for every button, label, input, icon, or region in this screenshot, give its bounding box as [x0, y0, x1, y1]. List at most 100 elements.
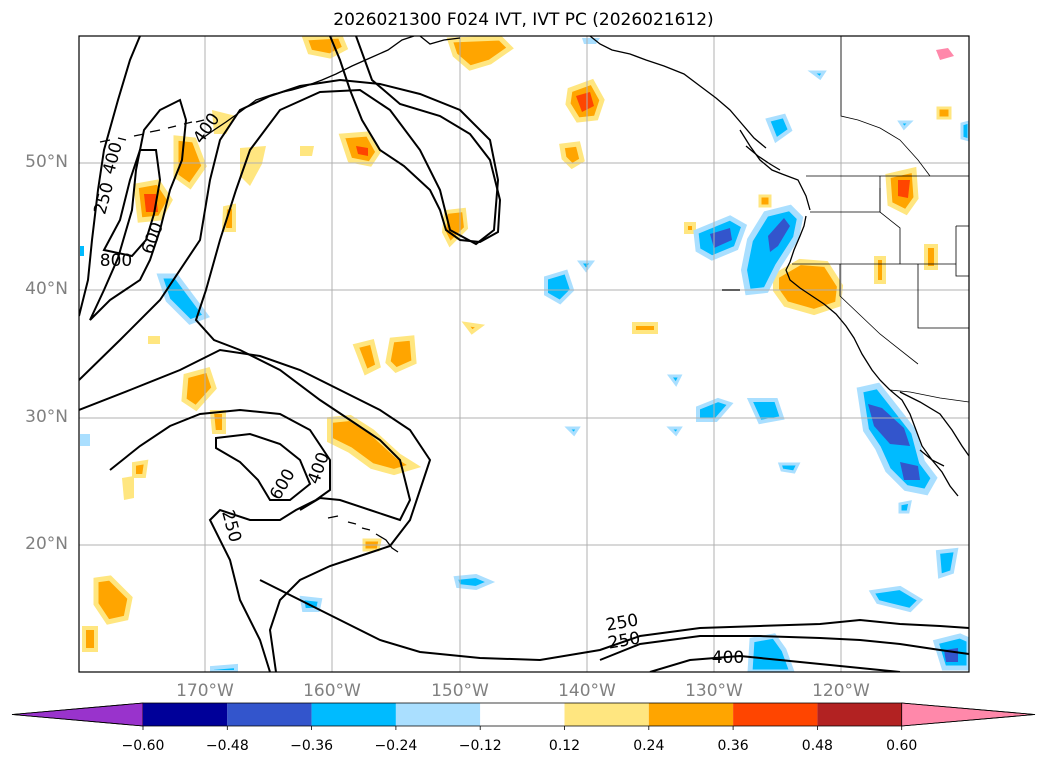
- patch-neg-10: [868, 585, 924, 613]
- patch-pos-19: [93, 575, 133, 625]
- patch-pos-4-core: [356, 146, 368, 156]
- colorbar-segment: [480, 703, 565, 726]
- colorbar-extend-low: [11, 702, 144, 727]
- graticule: [79, 36, 969, 672]
- bc-coast: [739, 129, 811, 211]
- nv-border: [839, 264, 919, 365]
- patch-neg-8: [765, 113, 793, 144]
- patch-neg-23: [960, 120, 969, 142]
- lon-label-140w: 140°W: [558, 681, 616, 701]
- colorbar-tick-label: 0.48: [801, 738, 833, 754]
- patch-neg-17: [667, 374, 683, 387]
- patch-neg-5-core: [868, 404, 910, 446]
- colorbar-extend-high: [901, 702, 1036, 727]
- patch-neg-19: [666, 426, 683, 437]
- patch-neg-2-core: [710, 228, 732, 248]
- patch-neg-13: [453, 573, 496, 591]
- lon-label-150w: 150°W: [431, 681, 489, 701]
- west-coast-usa: [785, 215, 891, 391]
- contour-label: 400: [712, 648, 744, 668]
- patch-pos-18: [122, 476, 134, 500]
- patch-neg-24: [80, 434, 90, 446]
- wy-co-border: [955, 225, 969, 277]
- mexico-mainland-coast: [899, 391, 969, 457]
- patch-pos-22: [632, 322, 658, 334]
- colorbar-tick-label: 0.12: [548, 738, 581, 754]
- patch-neg-27: [898, 500, 912, 514]
- colorbar-segment: [143, 703, 228, 726]
- patch-pos-33: [148, 336, 160, 344]
- patch-neg-22: [897, 120, 914, 131]
- colorbar-segment: [395, 703, 481, 726]
- contour-250-lower: [259, 579, 969, 662]
- colorbar-segment: [311, 703, 396, 726]
- colorbar-tick-label: −0.24: [374, 738, 418, 754]
- colorbar-segment: [733, 703, 818, 726]
- patch-pos-27: [684, 222, 696, 234]
- patch-pos-25: [874, 256, 886, 284]
- political-borders: [792, 36, 969, 403]
- lat-label-40n: 40°N: [25, 279, 68, 299]
- colorbar-segment: [564, 703, 649, 726]
- lat-label-30n: 30°N: [25, 407, 68, 427]
- patch-pos-20: [82, 626, 98, 652]
- vancouver-island: [745, 145, 781, 171]
- patch-pos-30: [936, 48, 954, 60]
- contour-250-north: [79, 36, 141, 317]
- baja-california: [889, 389, 959, 497]
- ivt-contours: [79, 36, 969, 672]
- patch-pos-21: [461, 321, 486, 335]
- us-mexico-border: [889, 389, 969, 403]
- colorbar-tick-label: 0.36: [717, 738, 749, 754]
- patch-pos-28: [758, 194, 772, 208]
- patch-neg-21: [807, 70, 827, 81]
- colorbar-segment: [227, 703, 312, 726]
- contour-600-west: [102, 149, 162, 258]
- colorbar: [11, 702, 1036, 730]
- colorbar-segment: [648, 703, 734, 726]
- patch-neg-15: [210, 663, 238, 672]
- idaho-border: [879, 176, 901, 264]
- contour-250-lower-2: [599, 635, 969, 661]
- patch-neg-9: [935, 547, 959, 579]
- hawaiian-islands: [327, 515, 399, 553]
- patch-neg-5-core2: [900, 462, 920, 480]
- colorbar-tick-label: 0.60: [886, 738, 918, 754]
- lon-label-170w: 170°W: [176, 681, 234, 701]
- patch-neg-1: [156, 273, 211, 325]
- gulf-of-california-west: [919, 449, 945, 467]
- patch-pos-7: [240, 146, 266, 186]
- patch-pos-26: [924, 244, 938, 270]
- map-plot-area: 250 400 600 800 400 600 400 250 250 250 …: [79, 36, 969, 672]
- ut-az-border: [917, 264, 969, 329]
- patch-pos-23: [773, 258, 844, 316]
- patch-pos-2: [446, 36, 514, 71]
- lon-label-120w: 120°W: [812, 681, 870, 701]
- contour-250-south: [79, 348, 432, 672]
- colorbar-tick-label: −0.60: [121, 738, 165, 754]
- colorbar-segment: [817, 703, 902, 726]
- lat-label-20n: 20°N: [25, 534, 68, 554]
- contour-400-west: [89, 98, 188, 321]
- patch-neg-25: [80, 246, 84, 256]
- lat-label-50n: 50°N: [25, 152, 68, 172]
- contour-northeast: [329, 36, 502, 244]
- colorbar-tick-label: −0.48: [205, 738, 249, 754]
- colorbar-tick-label: 0.24: [633, 738, 665, 754]
- lon-label-160w: 160°W: [303, 681, 361, 701]
- lon-label-130w: 130°W: [685, 681, 743, 701]
- contour-label: 800: [100, 251, 132, 271]
- contour-600-hawaii: [215, 432, 312, 501]
- patch-neg-20: [577, 260, 595, 273]
- patch-pos-13: [385, 335, 417, 373]
- contour-400-hawaii: [109, 408, 331, 672]
- alaska-south-coast: [419, 36, 767, 149]
- patch-neg-4: [544, 269, 575, 305]
- patch-neg-16: [777, 462, 801, 474]
- map-title: 2026021300 F024 IVT, IVT PC (2026021612): [333, 10, 714, 30]
- patch-neg-18: [564, 426, 581, 437]
- alaska-canada-border: [840, 36, 931, 177]
- positive-anomaly-patches: [82, 36, 954, 652]
- patch-pos-31: [300, 146, 314, 156]
